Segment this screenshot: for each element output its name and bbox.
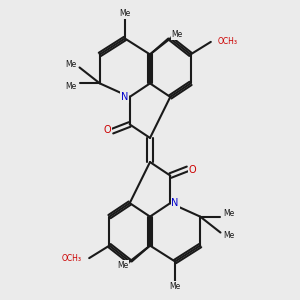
Text: Me: Me [119, 9, 130, 18]
Text: Me: Me [65, 60, 76, 69]
Text: O: O [104, 125, 111, 135]
Text: N: N [171, 198, 179, 208]
Text: Me: Me [224, 209, 235, 218]
Text: Me: Me [224, 231, 235, 240]
Text: Me: Me [65, 82, 76, 91]
Text: Me: Me [117, 261, 129, 270]
Text: OCH₃: OCH₃ [62, 254, 82, 262]
Text: Me: Me [169, 282, 181, 291]
Text: O: O [189, 165, 196, 175]
Text: OCH₃: OCH₃ [218, 38, 238, 46]
Text: Me: Me [171, 30, 183, 39]
Text: N: N [121, 92, 129, 102]
